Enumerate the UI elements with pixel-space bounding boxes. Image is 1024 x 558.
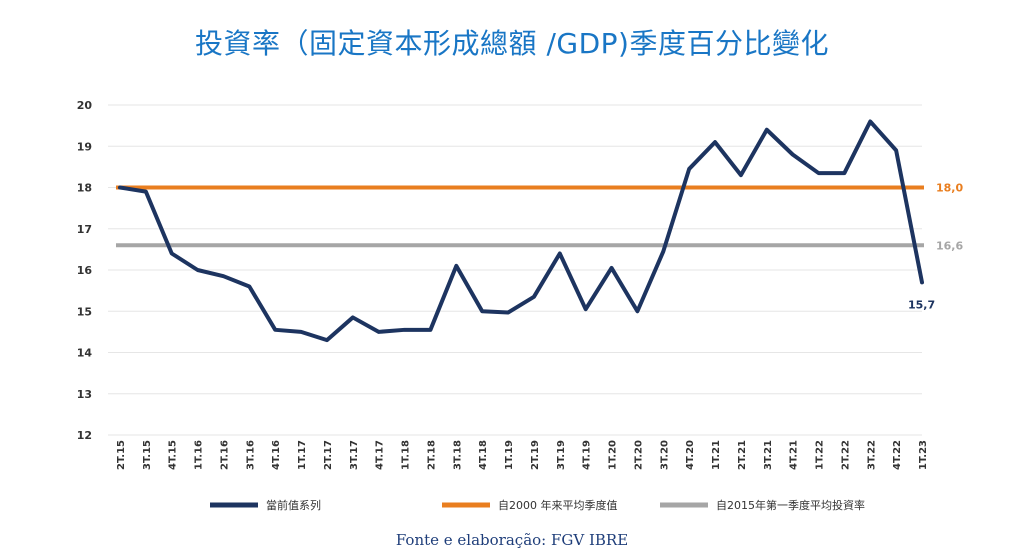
data-point bbox=[480, 309, 484, 313]
data-point bbox=[584, 307, 588, 311]
data-point bbox=[842, 171, 846, 175]
x-tick-label: 3T.19 bbox=[556, 440, 567, 470]
data-point bbox=[661, 249, 665, 253]
legend-label: 自2000 年来平均季度值 bbox=[498, 498, 618, 512]
x-tick-label: 4T.22 bbox=[892, 440, 903, 470]
x-tick-label: 4T.19 bbox=[582, 440, 593, 470]
x-tick-label: 2T.17 bbox=[323, 440, 334, 470]
y-tick-label: 19 bbox=[77, 140, 92, 153]
x-tick-label: 2T.18 bbox=[426, 440, 437, 470]
x-tick-label: 1T.23 bbox=[918, 440, 929, 470]
data-point bbox=[377, 330, 381, 334]
x-tick-label: 4T.17 bbox=[375, 440, 386, 470]
data-point bbox=[196, 268, 200, 272]
data-point bbox=[713, 140, 717, 144]
series-line bbox=[118, 119, 924, 343]
data-point bbox=[817, 171, 821, 175]
y-tick-label: 15 bbox=[77, 305, 92, 318]
x-tick-label: 3T.15 bbox=[142, 440, 153, 470]
y-tick-label: 20 bbox=[77, 99, 93, 112]
y-tick-label: 13 bbox=[77, 388, 92, 401]
grid-lines bbox=[108, 104, 922, 436]
data-point bbox=[894, 148, 898, 152]
legend: 當前值系列 自2000 年来平均季度值 自2015年第一季度平均投資率 bbox=[210, 498, 865, 512]
end-labels: 18,0 16,6 15,7 bbox=[908, 182, 963, 312]
y-tick-label: 17 bbox=[77, 223, 92, 236]
reference-lines bbox=[116, 185, 924, 248]
series-end-label: 15,7 bbox=[908, 298, 935, 311]
x-tick-label: 1T.17 bbox=[297, 440, 308, 470]
data-point bbox=[170, 252, 174, 255]
data-point bbox=[325, 338, 329, 342]
data-point bbox=[506, 310, 510, 314]
x-tick-label: 2T.22 bbox=[840, 440, 851, 470]
data-point bbox=[144, 190, 148, 194]
chart-title: 投資率（固定資本形成總額 /GDP)季度百分比變化 bbox=[195, 27, 829, 60]
data-point bbox=[532, 295, 536, 299]
legend-label: 自2015年第一季度平均投資率 bbox=[716, 498, 865, 512]
data-point bbox=[687, 167, 691, 171]
series-layer bbox=[118, 119, 924, 343]
data-point bbox=[247, 285, 251, 288]
data-point bbox=[118, 186, 122, 189]
data-point bbox=[454, 264, 458, 268]
data-point bbox=[351, 315, 355, 319]
y-tick-label: 16 bbox=[77, 264, 93, 277]
data-point bbox=[739, 173, 743, 177]
x-tick-label: 4T.18 bbox=[478, 440, 489, 470]
x-tick-label: 1T.16 bbox=[194, 440, 205, 470]
x-tick-label: 4T.15 bbox=[168, 440, 179, 470]
x-tick-label: 1T.22 bbox=[815, 440, 826, 470]
data-point bbox=[635, 309, 639, 313]
data-point bbox=[765, 128, 769, 132]
x-axis-ticks: 2T.15 3T.15 4T.15 1T.16 2T.16 3T.16 4T.16 1T.17… bbox=[116, 440, 929, 470]
data-point bbox=[791, 153, 795, 156]
x-tick-label: 2T.16 bbox=[219, 440, 230, 470]
x-tick-label: 3T.16 bbox=[245, 440, 256, 470]
data-point bbox=[920, 280, 924, 284]
data-point bbox=[868, 120, 872, 123]
data-point bbox=[558, 252, 562, 255]
x-tick-label: 2T.19 bbox=[530, 440, 541, 470]
x-tick-label: 3T.20 bbox=[659, 440, 670, 470]
data-point bbox=[428, 328, 432, 332]
x-tick-label: 2T.15 bbox=[116, 440, 127, 470]
x-tick-label: 1T.19 bbox=[504, 440, 515, 470]
x-tick-label: 4T.16 bbox=[271, 440, 282, 470]
legend-label: 當前值系列 bbox=[266, 498, 321, 512]
data-point bbox=[610, 266, 614, 270]
reference-line-label: 16,6 bbox=[936, 239, 963, 252]
data-point bbox=[299, 330, 303, 334]
data-point bbox=[403, 328, 407, 332]
x-tick-label: 3T.17 bbox=[349, 440, 360, 470]
x-tick-label: 3T.21 bbox=[763, 440, 774, 470]
y-tick-label: 14 bbox=[77, 347, 93, 360]
x-tick-label: 2T.21 bbox=[737, 440, 748, 470]
source-note: Fonte e elaboração: FGV IBRE bbox=[395, 531, 629, 549]
y-axis-ticks: 12 13 14 15 16 17 18 19 20 bbox=[77, 99, 93, 442]
x-tick-label: 1T.18 bbox=[401, 440, 412, 470]
data-point bbox=[273, 328, 277, 332]
y-tick-label: 12 bbox=[77, 429, 92, 442]
x-tick-label: 4T.20 bbox=[685, 440, 696, 470]
x-tick-label: 1T.21 bbox=[711, 440, 722, 470]
reference-line-label: 18,0 bbox=[936, 182, 963, 195]
y-tick-label: 18 bbox=[77, 182, 92, 195]
x-tick-label: 1T.20 bbox=[608, 440, 619, 470]
data-point bbox=[221, 274, 225, 278]
x-tick-label: 3T.22 bbox=[866, 440, 877, 470]
x-tick-label: 3T.18 bbox=[452, 440, 463, 470]
x-tick-label: 2T.20 bbox=[633, 440, 644, 470]
x-tick-label: 4T.21 bbox=[789, 440, 800, 470]
